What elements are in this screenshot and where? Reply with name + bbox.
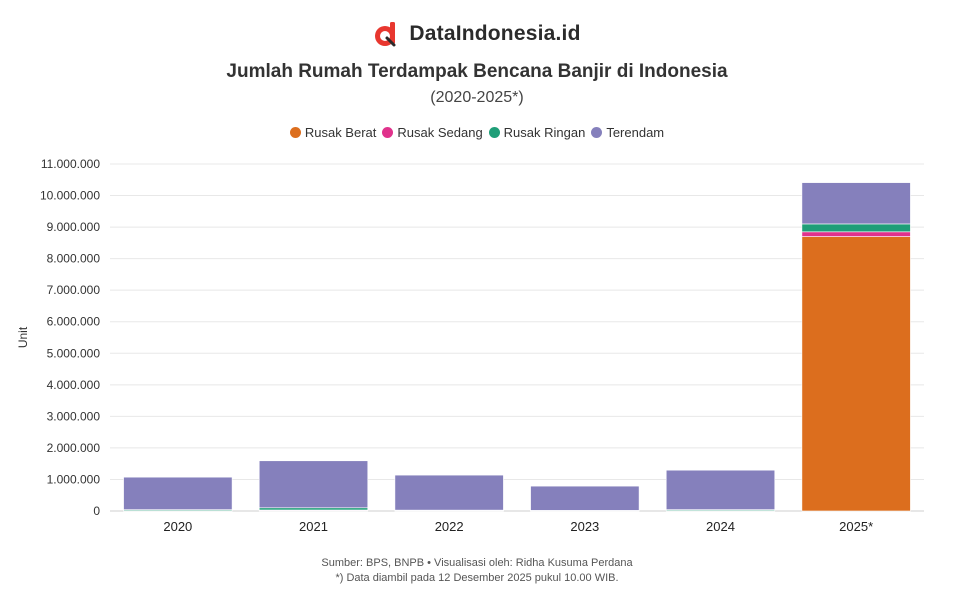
legend-label: Rusak Berat <box>304 125 377 140</box>
x-tick-label: 2023 <box>570 519 599 534</box>
y-tick-label: 4.000.000 <box>47 378 101 392</box>
dataindonesia-logo-icon <box>375 22 396 47</box>
bar-segment-terendam <box>665 469 776 510</box>
brand-header: DataIndonesia.id <box>0 20 954 48</box>
legend-dot-icon <box>488 127 500 138</box>
legend-item-terendam[interactable]: Terendam <box>591 125 664 140</box>
legend-label: Terendam <box>606 125 665 140</box>
y-tick-label: 5.000.000 <box>47 346 101 360</box>
footer-note: *) Data diambil pada 12 Desember 2025 pu… <box>335 572 619 584</box>
y-tick-label: 9.000.000 <box>47 220 101 234</box>
bar-segment-terendam <box>530 485 640 511</box>
bar-segment-terendam <box>801 182 911 225</box>
y-tick-label: 2.000.000 <box>47 441 101 455</box>
y-tick-label: 1.000.000 <box>47 472 101 486</box>
x-tick-label: 2024 <box>706 519 735 534</box>
bar-segment-terendam <box>258 460 369 509</box>
y-axis-label: Unit <box>16 326 30 348</box>
legend-dot-icon <box>382 127 394 138</box>
y-tick-label: 7.000.000 <box>47 283 101 297</box>
legend-item-rusak-berat[interactable]: Rusak Berat <box>289 125 377 140</box>
footer-source: Sumber: BPS, BNPB • Visualisasi oleh: Ri… <box>321 557 633 569</box>
legend-label: Rusak Sedang <box>397 125 483 140</box>
chart-subtitle: (2020-2025*) <box>430 89 524 106</box>
legend-dot-icon <box>591 127 603 138</box>
legend-item-rusak-ringan[interactable]: Rusak Ringan <box>488 125 586 140</box>
y-tick-label: 0 <box>93 504 100 518</box>
chart-legend: Rusak Berat Rusak Sedang Rusak Ringan Te… <box>0 125 954 140</box>
x-tick-label: 2021 <box>299 519 328 534</box>
y-tick-label: 3.000.000 <box>47 409 101 423</box>
x-tick-label: 2020 <box>163 519 192 534</box>
bar-segment-rusak-sedang <box>801 231 911 237</box>
bar-segment-terendam <box>123 476 233 510</box>
y-tick-label: 8.000.000 <box>47 252 101 266</box>
bar-segment-rusak-ringan <box>801 223 911 233</box>
y-tick-label: 11.000.000 <box>41 157 100 171</box>
bar-segment-rusak-ringan <box>258 507 369 511</box>
x-tick-label: 2022 <box>435 519 464 534</box>
y-tick-label: 6.000.000 <box>47 315 101 329</box>
y-tick-label: 10.000.000 <box>40 189 100 203</box>
stacked-bar-chart: 0 1.000.000 2.000.000 3.000.000 4.000.000 5.0… <box>16 157 924 534</box>
legend-dot-icon <box>289 127 301 138</box>
chart-title: Jumlah Rumah Terdampak Bencana Banjir di… <box>226 61 728 82</box>
brand-name: DataIndonesia.id <box>409 22 581 45</box>
bar-segment-rusak-berat <box>801 236 911 512</box>
bar-segment-terendam <box>394 474 504 511</box>
legend-item-rusak-sedang[interactable]: Rusak Sedang <box>382 125 483 140</box>
x-tick-label: 2025* <box>839 519 873 534</box>
legend-label: Rusak Ringan <box>503 125 586 140</box>
